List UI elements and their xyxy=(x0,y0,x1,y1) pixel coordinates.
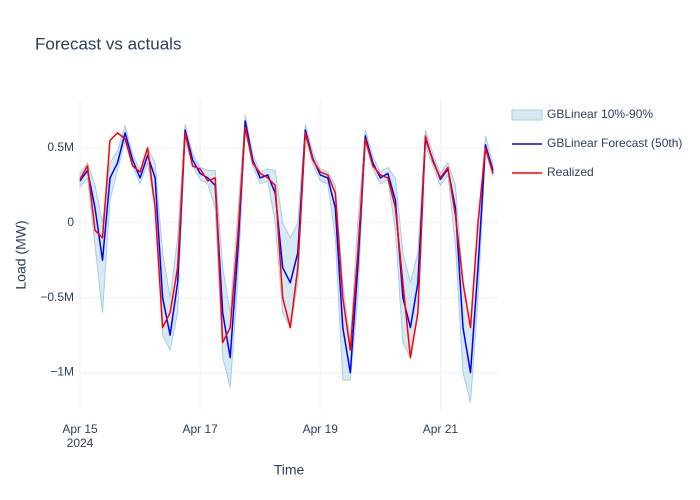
y-tick-label: 0.5M xyxy=(47,140,74,154)
plot-area xyxy=(79,100,498,410)
y-tick-label: −1M xyxy=(50,365,74,379)
x-tick-label: Apr 15 2024 xyxy=(62,422,98,450)
y-axis-title: Load (MW) xyxy=(13,220,29,289)
x-tick-label: Apr 17 xyxy=(182,422,218,436)
legend-swatch xyxy=(511,109,543,121)
legend-label: Realized xyxy=(547,165,594,179)
x-tick-label: Apr 21 xyxy=(422,422,459,436)
line xyxy=(79,126,494,359)
legend-label: GBLinear Forecast (50th) xyxy=(547,136,682,150)
band-area xyxy=(79,114,494,403)
chart-title: Forecast vs actuals xyxy=(35,34,181,53)
x-axis-title: Time xyxy=(274,462,305,478)
y-tick-label: 0 xyxy=(67,215,74,229)
legend-label: GBLinear 10%-90% xyxy=(547,107,653,121)
y-tick-label: −0.5M xyxy=(40,290,74,304)
x-tick-label: Apr 19 xyxy=(302,422,338,436)
